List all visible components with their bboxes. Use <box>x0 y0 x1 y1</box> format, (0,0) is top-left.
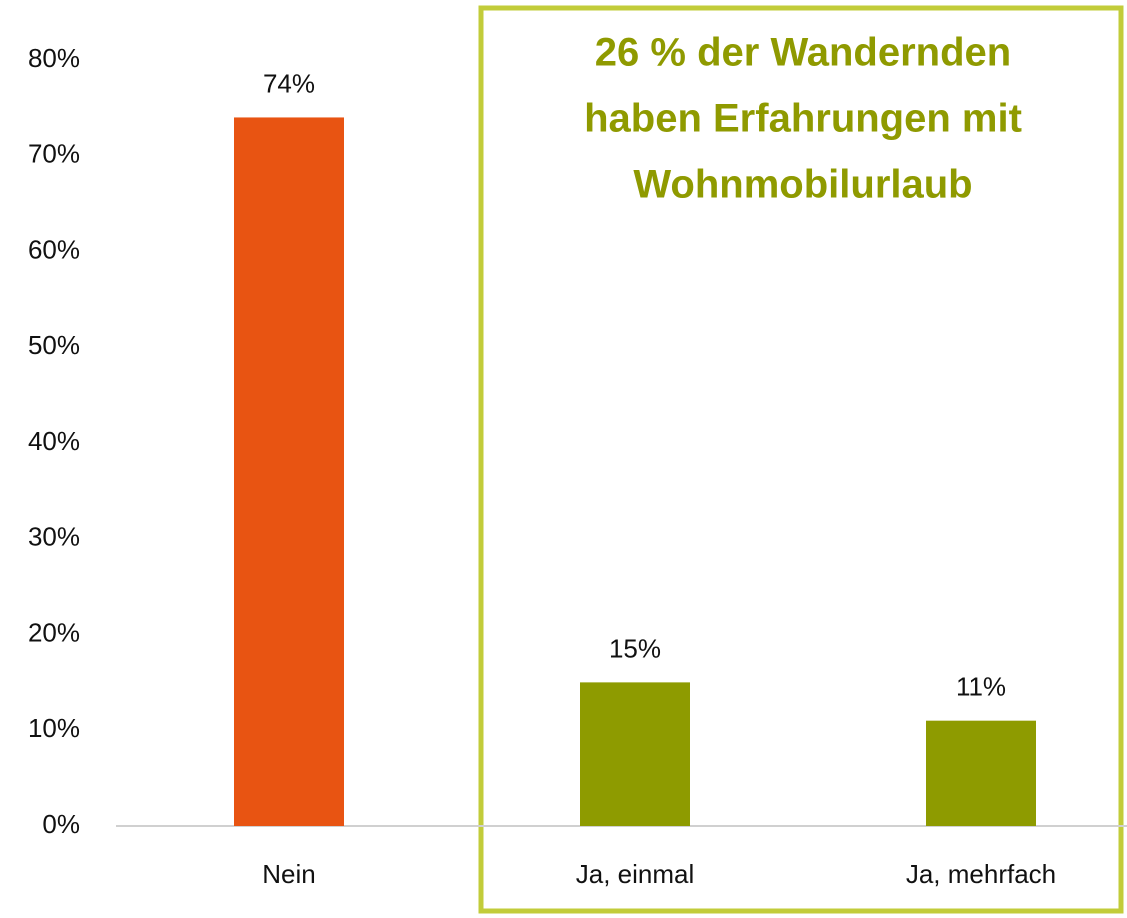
y-tick-label: 60% <box>28 234 80 264</box>
x-tick-label: Ja, einmal <box>576 859 695 889</box>
y-tick-label: 0% <box>42 809 80 839</box>
annotation: Wohnmobilurlaub <box>633 163 972 207</box>
annotation: haben Erfahrungen mit <box>584 97 1022 141</box>
x-tick-label: Ja, mehrfach <box>906 859 1056 889</box>
value-label: 11% <box>956 672 1006 702</box>
y-tick-label: 20% <box>28 617 80 647</box>
y-tick-label: 30% <box>28 522 80 552</box>
value-label: 15% <box>609 633 661 663</box>
y-tick-label: 40% <box>28 426 80 456</box>
annotation: 26 % der Wandernden <box>595 31 1011 75</box>
x-tick-label: Nein <box>262 859 315 889</box>
highlight-box <box>478 5 1124 914</box>
y-tick-label: 50% <box>28 330 80 360</box>
y-tick-label: 10% <box>28 713 80 743</box>
bar <box>580 682 690 826</box>
bar <box>234 117 344 826</box>
bar <box>926 720 1036 826</box>
y-tick-label: 80% <box>28 43 80 73</box>
value-label: 74% <box>263 68 315 98</box>
y-tick-label: 70% <box>28 139 80 169</box>
